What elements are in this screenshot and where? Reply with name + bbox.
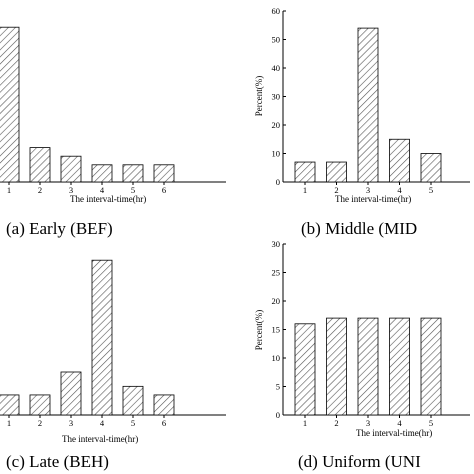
x-axis-label: The interval-time(hr) [62,434,138,444]
chart-panel-uniform: The interval-time(hr) Percent(%) (d) Uni… [254,239,470,471]
bar [326,317,347,416]
x-tick-label: 1 [7,418,11,428]
x-tick-label: 4 [397,418,402,428]
x-tick-label: 5 [429,185,433,195]
y-tick-label: 40 [272,63,281,73]
x-tick-label: 3 [69,418,73,428]
chart-caption: (a) Early (BEF) [6,219,113,238]
bar [60,155,82,183]
bar [91,259,113,416]
x-tick-label: 6 [162,185,166,195]
x-tick-label: 2 [38,418,42,428]
bar [153,394,175,416]
y-tick-label: 25 [272,268,281,278]
bar [0,26,20,183]
x-tick-label: 5 [131,418,135,428]
bar [122,164,144,183]
chart-panel-late: The interval-time(hr) (c) Late (BEH) 1 2 3… [0,259,226,471]
x-tick-label: 4 [100,418,105,428]
y-tick-label: 20 [272,296,281,306]
x-tick-label: 4 [397,185,402,195]
y-tick-label: 5 [276,382,280,392]
y-tick-label: 15 [272,325,281,335]
x-tick-label: 1 [303,418,307,428]
x-tick-label: 5 [429,418,433,428]
x-tick-label: 2 [334,418,338,428]
x-tick-label: 1 [303,185,307,195]
bar [122,385,144,416]
y-tick-label: 10 [272,353,281,363]
chart-panel-middle: The interval-time(hr) Percent(%) (b) Mid… [254,6,470,238]
bar [357,317,379,416]
y-tick-label: 50 [272,35,281,45]
bar [29,394,51,416]
x-axis-label: The interval-time(hr) [356,428,432,438]
bar [389,138,410,183]
bar [294,323,316,416]
bar [420,317,442,416]
x-tick-label: 2 [334,185,338,195]
y-tick-label: 0 [276,410,280,420]
x-tick-label: 5 [131,185,135,195]
bar [29,147,51,183]
y-tick-label: 10 [272,149,281,159]
chart-panel-early: The interval-time(hr) (a) Early (BEF) 1 2… [0,26,226,238]
chart-caption: (d) Uniform (UNI [298,452,421,471]
y-tick-label: 0 [276,177,280,187]
bar [326,161,347,183]
y-tick-label: 30 [272,92,281,102]
x-tick-label: 3 [366,418,370,428]
bar [294,161,316,183]
x-axis-label: The interval-time(hr) [335,194,411,204]
x-tick-label: 4 [100,185,105,195]
bar [91,164,113,183]
y-tick-label: 60 [272,6,281,16]
bar [357,27,379,183]
bar [153,164,175,183]
bar [420,153,442,183]
bar [0,394,20,416]
x-tick-label: 3 [69,185,73,195]
bar [60,371,82,416]
bar [389,317,410,416]
y-tick-label: 20 [272,120,281,130]
y-axis-label: Percent(%) [254,310,264,350]
x-tick-label: 6 [162,418,166,428]
x-tick-label: 1 [7,185,11,195]
x-tick-label: 2 [38,185,42,195]
chart-caption: (b) Middle (MID [301,219,417,238]
x-tick-label: 3 [366,185,370,195]
chart-caption: (c) Late (BEH) [6,452,109,471]
y-tick-label: 30 [272,239,281,249]
y-axis-label: Percent(%) [254,76,264,116]
x-axis-label: The interval-time(hr) [70,194,146,204]
